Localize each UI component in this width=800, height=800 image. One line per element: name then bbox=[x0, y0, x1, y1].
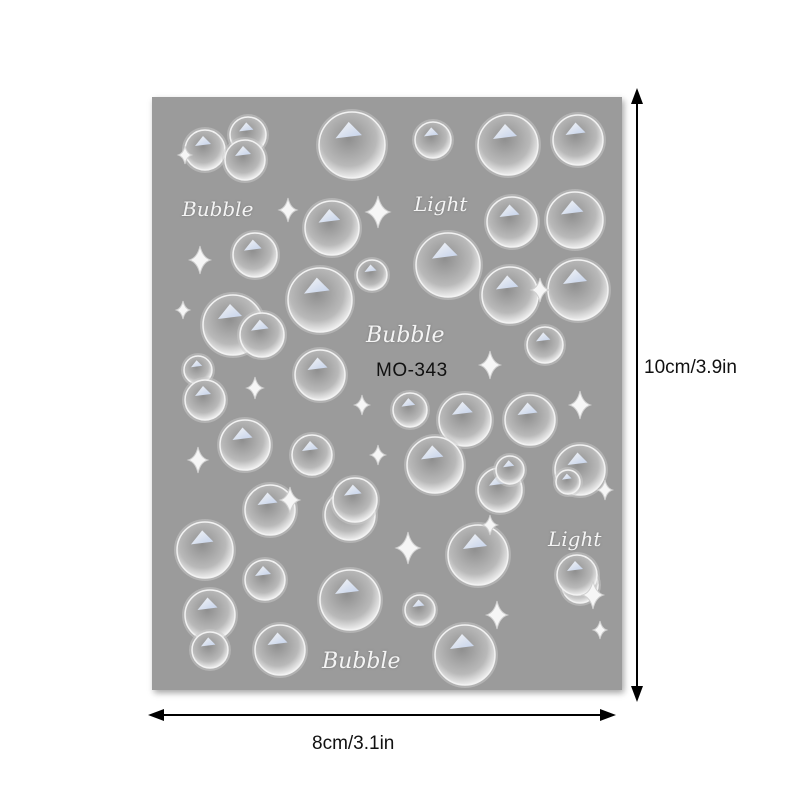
bubble-logo: Bubble bbox=[322, 649, 401, 674]
bubble-sticker bbox=[252, 622, 308, 678]
sparkle-sticker bbox=[567, 390, 593, 420]
bubble-sticker bbox=[479, 264, 541, 326]
bubble-sticker bbox=[285, 265, 355, 335]
bubble-sticker bbox=[289, 432, 335, 478]
bubble-sticker bbox=[484, 194, 540, 250]
bubble-sticker bbox=[302, 198, 362, 258]
product-code: MO-343 bbox=[376, 360, 448, 381]
height-arrow bbox=[631, 88, 643, 702]
bubble-sticker bbox=[222, 137, 268, 183]
bubble-logo: Bubble bbox=[182, 197, 254, 221]
bubble-sticker-art bbox=[174, 109, 615, 688]
bubble-sticker bbox=[242, 482, 298, 538]
bubble-sticker bbox=[174, 519, 236, 581]
bubble-sticker bbox=[390, 390, 430, 430]
width-label: 8cm/3.1in bbox=[312, 733, 395, 754]
bubble-sticker bbox=[412, 119, 454, 161]
bubble-sticker bbox=[317, 567, 383, 633]
bubble-sticker bbox=[182, 377, 228, 423]
bubble-sticker bbox=[502, 392, 558, 448]
bubble-sticker bbox=[242, 557, 288, 603]
sparkle-sticker bbox=[484, 600, 510, 630]
bubble-sticker bbox=[402, 592, 438, 628]
bubble-sticker bbox=[550, 112, 606, 168]
bubble-logo: Bubble bbox=[366, 323, 445, 348]
bubble-sticker bbox=[330, 475, 380, 525]
sparkle-sticker bbox=[591, 620, 609, 640]
sparkle-sticker bbox=[352, 394, 372, 416]
bubble-sticker bbox=[404, 434, 466, 496]
bubble-sticker bbox=[524, 324, 566, 366]
light-logo: Light bbox=[414, 192, 468, 216]
sticker-sheet: MO-343 Bubble Light Bubble Light Bubble bbox=[152, 97, 622, 690]
bubble-sticker bbox=[189, 629, 231, 671]
sparkle-sticker bbox=[394, 531, 422, 565]
sparkle-sticker bbox=[580, 580, 606, 610]
sparkle-sticker bbox=[277, 197, 299, 223]
sparkle-sticker bbox=[595, 479, 615, 501]
bubble-sticker bbox=[445, 522, 511, 588]
bubble-sticker bbox=[413, 230, 483, 300]
sparkle-sticker bbox=[186, 446, 210, 474]
sparkle-sticker bbox=[368, 444, 388, 466]
bubble-sticker bbox=[182, 127, 228, 173]
sparkle-sticker bbox=[187, 245, 213, 275]
bubble-sticker bbox=[217, 417, 273, 473]
sparkle-sticker bbox=[477, 350, 503, 380]
sparkle-sticker bbox=[245, 376, 265, 400]
sparkle-sticker bbox=[174, 300, 192, 320]
bubble-sticker bbox=[554, 552, 600, 598]
sparkle-sticker bbox=[529, 277, 551, 303]
sparkle-sticker bbox=[480, 514, 500, 536]
bubble-sticker bbox=[354, 257, 390, 293]
bubble-sticker bbox=[292, 347, 348, 403]
bubble-sticker bbox=[544, 189, 606, 251]
height-label: 10cm/3.9in bbox=[644, 357, 737, 378]
bubble-sticker bbox=[436, 391, 494, 449]
bubble-sticker bbox=[553, 467, 583, 497]
bubble-sticker bbox=[475, 112, 541, 178]
bubble-sticker bbox=[230, 230, 280, 280]
sparkle-sticker bbox=[364, 195, 392, 229]
sparkle-sticker bbox=[176, 145, 194, 165]
bubble-sticker bbox=[316, 109, 388, 181]
sparkle-sticker bbox=[278, 486, 302, 514]
bubble-sticker bbox=[237, 310, 287, 360]
width-arrow bbox=[148, 709, 616, 721]
bubble-sticker bbox=[432, 622, 498, 688]
light-logo: Light bbox=[548, 527, 602, 551]
bubble-sticker bbox=[493, 453, 527, 487]
